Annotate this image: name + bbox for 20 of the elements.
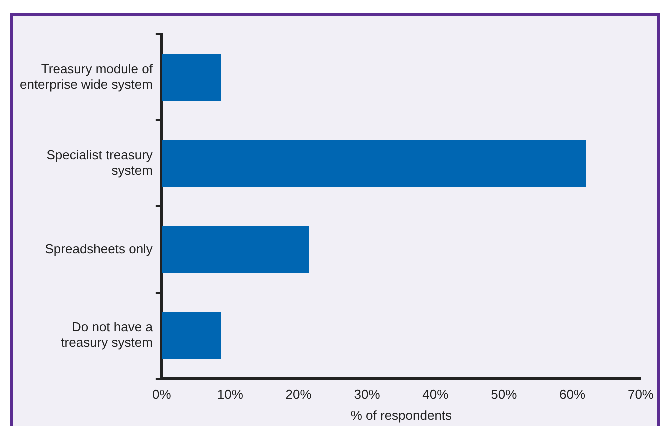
- x-tick-label: 40%: [422, 387, 450, 402]
- x-tick-label: 20%: [286, 387, 312, 402]
- bar: [162, 226, 310, 274]
- x-tick-label: 70%: [628, 387, 654, 402]
- x-tick-label: 30%: [354, 387, 381, 402]
- category-label: enterprise wide system: [20, 77, 153, 92]
- category-label: Spreadsheets only: [45, 241, 153, 256]
- category-label: treasury system: [61, 335, 153, 350]
- category-label: Specialist treasury: [46, 147, 153, 162]
- x-tick-label: 10%: [217, 387, 244, 402]
- x-axis-title: % of respondents: [350, 408, 453, 423]
- bar: [162, 312, 222, 360]
- category-label: Do not have a: [72, 320, 153, 335]
- category-label: Treasury module of: [41, 61, 153, 76]
- x-tick-label: 50%: [491, 387, 518, 402]
- bar: [162, 54, 222, 102]
- bar: [162, 140, 586, 188]
- x-tick-label: 60%: [560, 387, 586, 402]
- x-tick-label: 0%: [152, 387, 172, 402]
- category-label: system: [112, 163, 153, 178]
